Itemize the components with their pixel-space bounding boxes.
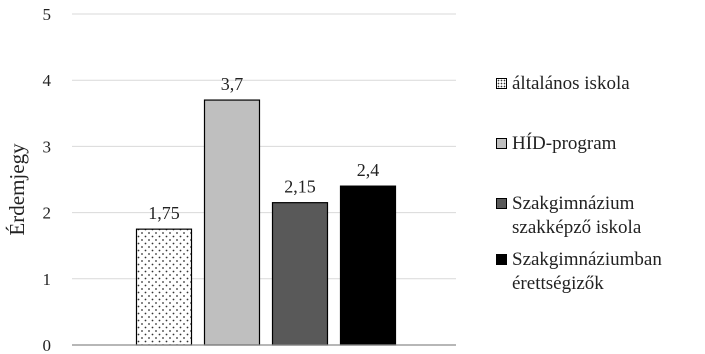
legend-item-4: Szakgimnáziumban érettségizők: [496, 248, 662, 296]
bar-3: [271, 202, 329, 346]
y-tick-label-4: 4: [43, 71, 52, 90]
data-label-2: 3,7: [221, 74, 244, 94]
legend-label-4: Szakgimnáziumban érettségizők: [512, 249, 662, 294]
bar-1: [135, 228, 193, 346]
legend-swatch-3: [496, 198, 507, 209]
data-label-3: 2,15: [284, 177, 316, 197]
data-labels: 1,75 3,7 2,15 2,4: [148, 74, 379, 223]
data-label-1: 1,75: [148, 203, 180, 223]
legend-item-2: HÍD-program: [496, 132, 616, 156]
legend-swatch-4: [496, 254, 507, 265]
legend-item-1: általános iskola: [496, 72, 630, 96]
bar-4: [339, 185, 397, 346]
legend-label-2: HÍD-program: [512, 133, 617, 154]
legend-item-3: Szakgimnázium szakképző iskola: [496, 192, 641, 240]
y-axis-ticks: 0 1 2 3 4 5: [43, 5, 52, 354]
y-tick-label-0: 0: [43, 336, 52, 354]
legend-label-3: Szakgimnázium szakképző iskola: [512, 193, 642, 238]
gridlines: [72, 13, 456, 280]
legend-swatch-1: [496, 78, 507, 89]
bars: [135, 99, 397, 346]
y-tick-label-3: 3: [43, 137, 52, 156]
y-tick-label-1: 1: [43, 270, 52, 289]
y-axis-title: Érdemjegy: [5, 143, 29, 236]
y-tick-label-2: 2: [43, 204, 52, 223]
legend-label-1: általános iskola: [512, 73, 630, 94]
legend-swatch-2: [496, 138, 507, 149]
data-label-4: 2,4: [357, 160, 380, 180]
y-tick-label-5: 5: [43, 5, 52, 24]
bar-2: [203, 99, 261, 346]
